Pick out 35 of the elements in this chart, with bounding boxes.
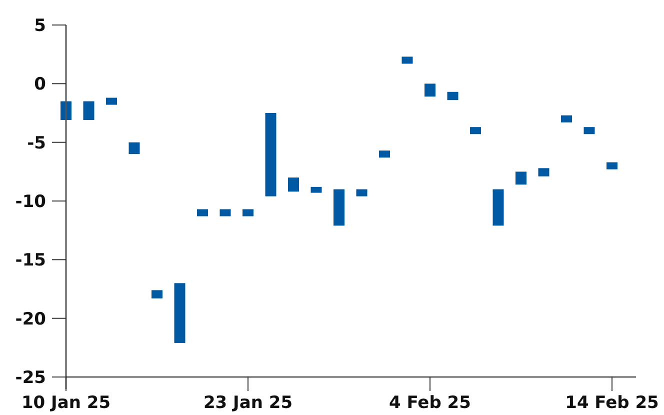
y-tick-label: -20 [15,309,46,330]
bar [174,283,186,343]
bar [83,101,94,120]
bar [310,186,322,193]
bar [424,84,436,97]
bar [538,168,550,176]
bar [288,178,299,192]
bar [492,189,504,226]
bar [106,98,117,105]
x-tick-label: 4 Feb 25 [389,393,471,413]
y-tick-label: 5 [34,16,46,36]
bar [128,142,140,154]
bar [561,115,572,122]
y-tick-label: 0 [34,74,46,95]
x-tick-label: 10 Jan 25 [21,393,111,413]
bar [516,172,526,185]
y-tick-label: -10 [15,192,46,212]
bar [470,127,481,134]
x-tick-label: 23 Jan 25 [203,393,293,413]
bar [402,56,413,64]
bar [447,92,458,100]
x-tick-label: 14 Feb 25 [565,393,659,413]
bar [152,290,162,298]
bar [242,209,254,216]
bar [197,209,208,216]
y-tick-label: -5 [27,133,46,154]
bar [265,113,276,196]
bar [606,162,618,170]
bar [356,189,368,196]
y-tick-label: -25 [15,368,46,388]
bar [379,150,390,158]
y-tick-label: -15 [15,250,46,271]
bar [584,127,595,134]
bar [334,189,344,226]
bar [220,209,231,216]
